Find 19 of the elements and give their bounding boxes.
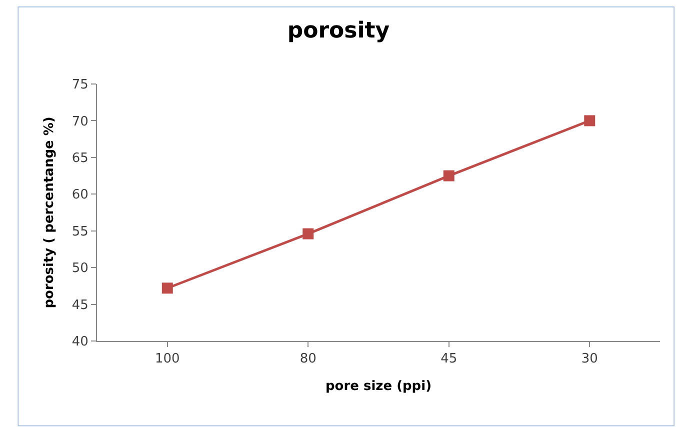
x-tick-label: 80 [300, 352, 316, 367]
point [302, 228, 314, 240]
y-tick-label: 40 [72, 334, 88, 350]
x-tick-label: 100 [154, 352, 180, 367]
point [443, 170, 454, 182]
chart-title: porosity [287, 18, 390, 44]
y-tick-label: 45 [72, 298, 88, 313]
x-axis-title: pore size (ppi) [325, 379, 432, 394]
y-tick-label: 65 [72, 150, 88, 166]
x-tick-label: 45 [440, 352, 458, 367]
point [584, 115, 596, 126]
y-tick-label: 75 [72, 78, 88, 93]
x-tick-label: 30 [581, 352, 598, 367]
point [162, 282, 173, 294]
y-axis-title: porosity ( percentange %) [42, 116, 57, 308]
y-tick-label: 50 [72, 261, 88, 276]
y-tick-label: 60 [72, 188, 88, 203]
y-tick-label: 55 [72, 224, 88, 240]
y-tick-label: 70 [72, 114, 88, 130]
